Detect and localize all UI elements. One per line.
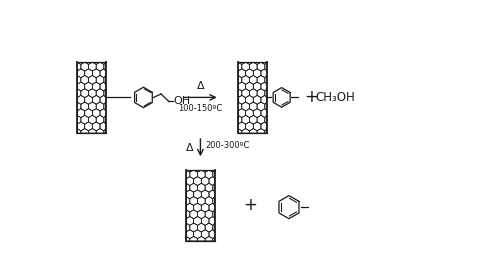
Text: Δ: Δ	[186, 143, 194, 153]
Text: +: +	[244, 196, 258, 214]
Text: +: +	[304, 88, 318, 107]
Text: 200-300ºC: 200-300ºC	[205, 141, 250, 150]
Text: 100-150ºC: 100-150ºC	[178, 104, 222, 113]
Text: OH: OH	[174, 96, 190, 106]
Text: CH₃OH: CH₃OH	[316, 91, 355, 104]
Text: Δ: Δ	[196, 81, 204, 91]
